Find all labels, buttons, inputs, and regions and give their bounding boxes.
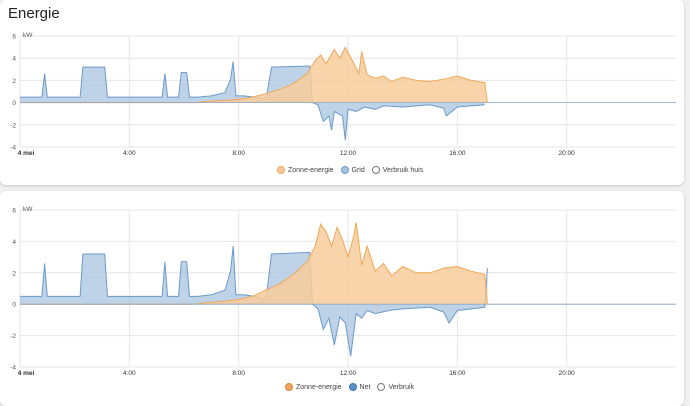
energy-chart-1: 6 4 2 0 -2 -44 mei 4:00 8:00 12:00 16:00 20:00 kW bbox=[10, 32, 676, 157]
solar-swatch-icon bbox=[285, 383, 293, 391]
legend-item-solar-2[interactable]: Zonne-energie bbox=[285, 383, 342, 391]
x-tick-label: 4 mei bbox=[18, 370, 35, 377]
solar-area bbox=[20, 47, 488, 103]
legend-item-net[interactable]: Net bbox=[348, 383, 371, 391]
energy-card-2: 6 4 2 0 -2 -4 4 mei 4:00 8:00 12:00 16:00 20:00 kW Z… bbox=[0, 191, 684, 406]
solar-swatch-icon bbox=[277, 166, 285, 174]
legend-label-net: Net bbox=[359, 383, 371, 391]
grid-swatch-icon bbox=[340, 166, 349, 174]
legend-item-consumption[interactable]: Verbruik huis bbox=[371, 166, 424, 174]
y-axis-label: kW bbox=[23, 32, 33, 39]
x-tick-label: 8:00 bbox=[232, 150, 245, 157]
x-tick-label: 12:00 bbox=[340, 370, 357, 377]
legend-label-solar: Zonne-energie bbox=[288, 166, 334, 174]
x-tick-label: 16:00 bbox=[449, 370, 466, 377]
x-tick-label: 20:00 bbox=[559, 150, 576, 157]
x-tick-label: 4 mei bbox=[18, 150, 35, 157]
consumption-swatch-icon bbox=[377, 383, 386, 391]
solar-line bbox=[20, 45, 488, 104]
y-axis-label: kW bbox=[23, 206, 33, 213]
y-tick-label: 6 bbox=[12, 208, 16, 215]
energy-card-1: Energie 6 4 2 0 -2 -4 4 mei 4:00 8:00 12:00 16:00 2… bbox=[0, 0, 684, 185]
legend-item-solar[interactable]: Zonne-energie bbox=[277, 166, 334, 174]
solar-line bbox=[20, 222, 488, 305]
legend-label-consumption-2: Verbruik bbox=[388, 383, 415, 391]
y-tick-label: 2 bbox=[12, 78, 16, 85]
y-tick-label: -2 bbox=[10, 122, 16, 129]
y-tick-label: -2 bbox=[10, 333, 16, 340]
chart-1-legend: Zonne-energie Grid Verbruik huis bbox=[277, 166, 423, 174]
y-tick-label: 0 bbox=[12, 302, 16, 309]
energy-chart-2: 6 4 2 0 -2 -44 mei 4:00 8:00 12:00 16:00 20:00 kW bbox=[10, 206, 676, 377]
chart-2-legend: Zonne-energie Net Verbruik bbox=[285, 383, 414, 391]
net-swatch-icon bbox=[348, 383, 357, 391]
page-title: Energie bbox=[8, 5, 60, 22]
y-tick-label: 6 bbox=[12, 34, 16, 41]
x-tick-label: 16:00 bbox=[449, 150, 466, 157]
legend-label-solar-2: Zonne-energie bbox=[296, 383, 342, 391]
legend-item-consumption-2[interactable]: Verbruik bbox=[377, 383, 414, 391]
y-tick-label: 2 bbox=[12, 270, 16, 277]
x-tick-label: 12:00 bbox=[340, 150, 357, 157]
x-tick-label: 8:00 bbox=[232, 370, 245, 377]
legend-item-grid[interactable]: Grid bbox=[340, 166, 365, 174]
consumption-swatch-icon bbox=[371, 166, 380, 174]
y-tick-label: 4 bbox=[12, 239, 16, 246]
y-tick-label: 0 bbox=[12, 100, 16, 107]
legend-label-grid: Grid bbox=[351, 166, 365, 174]
x-tick-label: 4:00 bbox=[123, 150, 136, 157]
y-tick-label: 4 bbox=[12, 56, 16, 63]
legend-label-consumption: Verbruik huis bbox=[382, 166, 424, 174]
x-tick-label: 4:00 bbox=[123, 370, 136, 377]
x-tick-label: 20:00 bbox=[559, 370, 576, 377]
y-tick-label: -4 bbox=[10, 145, 16, 152]
y-tick-label: -4 bbox=[10, 365, 16, 372]
solar-area bbox=[20, 222, 488, 305]
